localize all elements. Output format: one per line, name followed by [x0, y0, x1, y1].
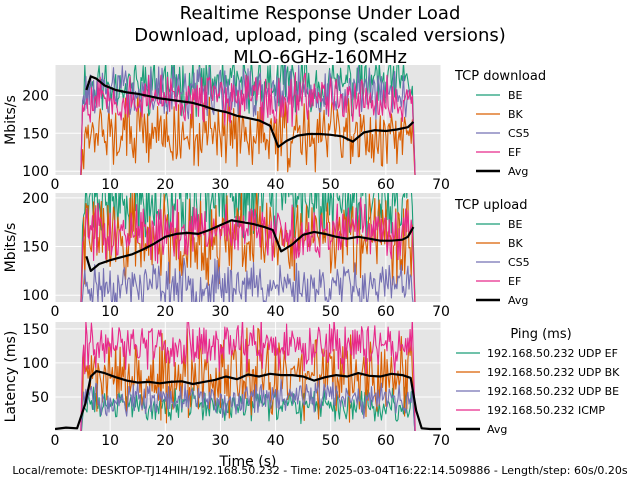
legend-entry: BE: [508, 218, 523, 231]
legend-entry: BE: [508, 89, 523, 102]
legend-entry: 192.168.50.232 UDP BK: [487, 366, 620, 379]
x-tick-label: 20: [156, 177, 174, 193]
x-tick-label: 0: [51, 433, 60, 449]
legend-entry: 192.168.50.232 UDP EF: [487, 347, 618, 360]
x-tick-label: 50: [322, 177, 340, 193]
chart-title: Realtime Response Under Load Download, u…: [134, 3, 506, 68]
y-axis-label: Mbits/s: [3, 95, 19, 145]
legend-entry: 192.168.50.232 ICMP: [487, 404, 605, 417]
x-tick-label: 10: [101, 304, 119, 320]
series-line-avg: [85, 219, 415, 272]
series-line-bk: [80, 193, 416, 302]
x-tick-label: 10: [101, 433, 119, 449]
y-tick-label: 50: [31, 390, 49, 406]
x-tick-label: 0: [51, 304, 60, 320]
x-tick-label: 70: [432, 304, 450, 320]
legend-entry: EF: [508, 146, 521, 159]
series-line-192-168-50-232-udp-be: [80, 379, 416, 431]
y-tick-label: 150: [22, 126, 49, 142]
x-tick-label: 0: [51, 177, 60, 193]
y-tick-label: 200: [22, 191, 49, 207]
x-tick-label: 30: [212, 433, 230, 449]
series-line-be: [80, 193, 416, 302]
legend: Ping (ms) 192.168.50.232 UDP EF 192.168.50…: [456, 327, 620, 436]
legend: TCP download BE BK CS5 EF Avg: [454, 69, 546, 178]
legend-entry: 192.168.50.232 UDP BE: [487, 385, 619, 398]
y-tick-label: 100: [22, 164, 49, 180]
y-axis-label: Mbits/s: [3, 223, 19, 273]
y-axis-label: Latency (ms): [3, 331, 19, 423]
y-tick-label: 150: [22, 322, 49, 338]
series-line-avg: [55, 370, 441, 431]
legend-title: TCP upload: [454, 198, 528, 213]
y-tick-label: 200: [22, 88, 49, 104]
x-axis-label: Time (s): [219, 454, 277, 470]
x-tick-label: 20: [156, 433, 174, 449]
series-line-avg: [85, 75, 415, 148]
series-group: [55, 322, 441, 431]
series-line-ef: [80, 72, 416, 175]
legend-entry: Avg: [487, 423, 507, 436]
legend-title: TCP download: [454, 69, 546, 84]
x-tick-label: 10: [101, 177, 119, 193]
title-line-1: Realtime Response Under Load: [180, 3, 461, 24]
x-tick-label: 30: [212, 304, 230, 320]
legend-entry: Avg: [508, 165, 528, 178]
x-tick-label: 30: [212, 177, 230, 193]
x-tick-label: 40: [267, 433, 285, 449]
title-line-2: Download, upload, ping (scaled versions): [134, 25, 506, 46]
y-tick-label: 100: [22, 356, 49, 372]
legend-entry: Avg: [508, 294, 528, 307]
legend: TCP upload BE BK CS5 EF Avg: [454, 198, 530, 307]
legend-entry: BK: [508, 108, 524, 121]
series-group: [80, 65, 416, 175]
series-line-bk: [80, 92, 416, 175]
legend-title: Ping (ms): [510, 327, 571, 342]
series-group: [80, 193, 416, 302]
x-tick-label: 40: [267, 177, 285, 193]
legend-entry: CS5: [508, 127, 530, 140]
x-tick-label: 60: [377, 177, 395, 193]
x-tick-label: 60: [377, 304, 395, 320]
footer-info: Local/remote: DESKTOP-TJ14HIH/192.168.50…: [12, 464, 628, 477]
y-tick-label: 150: [22, 240, 49, 256]
title-line-3: MLO-6GHz-160MHz: [233, 47, 407, 68]
series-line-ef: [80, 197, 416, 302]
x-tick-label: 50: [322, 433, 340, 449]
x-tick-label: 20: [156, 304, 174, 320]
x-tick-label: 70: [432, 177, 450, 193]
series-line-cs5: [81, 257, 414, 302]
x-tick-label: 40: [267, 304, 285, 320]
x-tick-label: 70: [432, 433, 450, 449]
x-tick-label: 50: [322, 304, 340, 320]
legend-entry: EF: [508, 275, 521, 288]
legend-entry: CS5: [508, 256, 530, 269]
x-tick-label: 60: [377, 433, 395, 449]
legend-entry: BK: [508, 237, 524, 250]
series-line-192-168-50-232-icmp: [80, 322, 416, 431]
y-tick-label: 100: [22, 288, 49, 304]
